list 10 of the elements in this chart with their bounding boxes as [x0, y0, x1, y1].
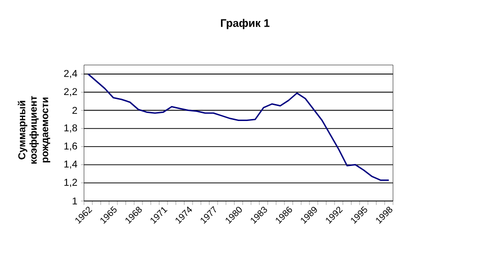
y-axis-title: Суммарный коэффициент рождаемости [18, 96, 50, 164]
y-tick-label: 1 [72, 198, 78, 204]
y-tick-label: 1,2 [64, 178, 77, 187]
y-tick-label: 1,8 [64, 124, 78, 133]
y-tick-label: 2,2 [64, 88, 77, 96]
y-tick-label: 2,4 [64, 70, 78, 78]
chart-title: График 1 [220, 18, 270, 30]
y-tick-label: 2 [72, 106, 77, 114]
y-tick-label: 1,6 [64, 142, 78, 151]
y-tick-label: 1,4 [64, 160, 78, 169]
